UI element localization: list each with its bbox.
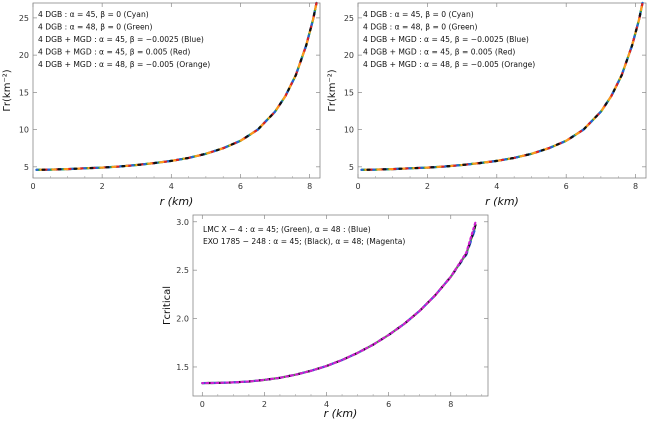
series-line-3	[201, 223, 477, 385]
x-tick-label: 2	[100, 182, 105, 191]
chart-panel-1: 0 2 4 6 8 5 10 15 20 25 4 DGB : α = 45, β = 0 (Cya…	[2, 1, 321, 208]
series-line-2	[201, 226, 477, 385]
x-axis-label: r (km)	[324, 407, 358, 420]
chart-panel-3: 0 2 4 6 8 1.5 2.0 2.5 3.0 LMC X − 4 : α = 45; (Gr…	[162, 214, 489, 420]
y-tick-label: 15	[19, 88, 29, 97]
y-tick-label: 2.0	[176, 315, 189, 324]
legend-entry: 4 DGB : α = 48, β = 0 (Green)	[363, 23, 477, 32]
plot-frame	[357, 2, 647, 179]
y-tick-label: 15	[344, 88, 354, 97]
y-tick-label: 10	[19, 126, 29, 135]
x-axis-label: r (km)	[160, 195, 194, 208]
x-tick-label: 0	[30, 182, 35, 191]
y-tick-label: 25	[19, 14, 29, 23]
plot-frame	[192, 214, 489, 397]
series-line-5	[360, 1, 644, 171]
chart-panel-2: 0 2 4 6 8 5 10 15 20 25 4 DGB : α = 45, β = 0 (Cya…	[327, 1, 647, 208]
x-tick-label: 4	[494, 182, 499, 191]
series-line-5	[35, 1, 318, 171]
plot-frame	[32, 2, 321, 179]
x-tick-label: 8	[448, 400, 453, 409]
y-axis-label: Γr(km⁻²)	[327, 69, 338, 111]
x-tick-label: 2	[262, 400, 267, 409]
x-tick-label: 6	[238, 182, 243, 191]
legend-entry: 4 DGB + MGD : α = 45, β = −0.0025 (Blue)	[363, 35, 529, 44]
x-tick-label: 6	[564, 182, 569, 191]
legend-entry: EXO 1785 − 248 : α = 45; (Black), α = 48…	[203, 237, 405, 246]
legend-entry: 4 DGB : α = 45, β = 0 (Cyan)	[38, 10, 149, 19]
legend-entry: 4 DGB + MGD : α = 48, β = −0.005 (Orange…	[363, 60, 535, 69]
y-axis-label: Γr(km⁻²)	[2, 69, 13, 111]
y-tick-label: 25	[344, 14, 354, 23]
x-tick-label: 8	[307, 182, 312, 191]
x-tick-label: 4	[169, 182, 174, 191]
series-line-1	[201, 224, 477, 385]
x-tick-label: 6	[386, 400, 391, 409]
legend-entry: LMC X − 4 : α = 45; (Green), α = 48 : (B…	[203, 225, 371, 234]
legend-entry: 4 DGB + MGD : α = 45, β = 0.005 (Red)	[363, 48, 515, 57]
legend-entry: 4 DGB + MGD : α = 45, β = 0.005 (Red)	[38, 48, 190, 57]
y-tick-label: 3.0	[176, 218, 189, 227]
x-tick-label: 2	[425, 182, 430, 191]
legend-entry: 4 DGB : α = 45, β = 0 (Cyan)	[363, 10, 474, 19]
y-tick-label: 20	[19, 51, 29, 60]
y-tick-label: 10	[344, 126, 354, 135]
y-tick-label: 5	[24, 163, 29, 172]
series-line-4	[201, 220, 477, 385]
legend-entry: 4 DGB : α = 48, β = 0 (Green)	[38, 23, 152, 32]
x-tick-label: 4	[324, 400, 329, 409]
x-tick-label: 0	[200, 400, 205, 409]
x-tick-label: 8	[633, 182, 638, 191]
legend-entry: 4 DGB + MGD : α = 45, β = −0.0025 (Blue)	[38, 35, 204, 44]
y-axis-label: Γcritical	[162, 286, 173, 325]
y-tick-label: 1.5	[176, 363, 189, 372]
x-tick-label: 0	[355, 182, 360, 191]
y-tick-label: 5	[349, 163, 354, 172]
x-axis-label: r (km)	[485, 195, 519, 208]
y-tick-label: 20	[344, 51, 354, 60]
legend-entry: 4 DGB + MGD : α = 48, β = −0.005 (Orange…	[38, 60, 210, 69]
y-tick-label: 2.5	[176, 266, 189, 275]
